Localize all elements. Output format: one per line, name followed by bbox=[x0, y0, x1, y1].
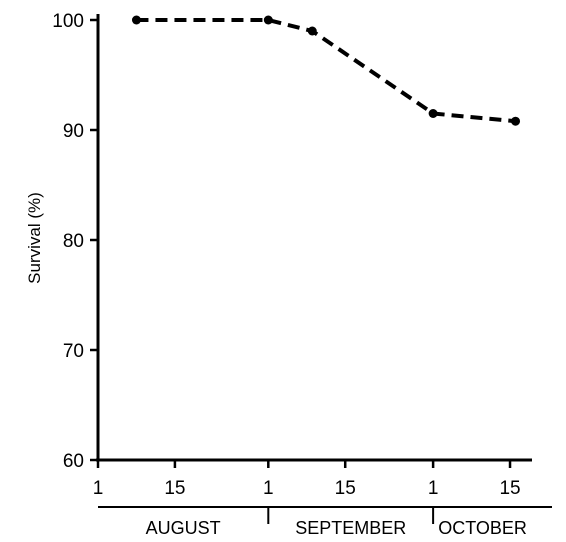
month-label: OCTOBER bbox=[438, 518, 527, 538]
x-tick-label: 15 bbox=[164, 478, 185, 499]
x-tick-label: 15 bbox=[335, 478, 356, 499]
data-point bbox=[263, 15, 273, 25]
y-tick-label: 80 bbox=[63, 231, 84, 252]
data-point bbox=[131, 15, 141, 25]
y-ticks: 60 70 80 90 100 bbox=[52, 11, 98, 472]
y-tick-label: 100 bbox=[52, 11, 84, 32]
y-axis-label: Survival (%) bbox=[25, 192, 44, 284]
plot-area bbox=[96, 14, 532, 462]
month-label: SEPTEMBER bbox=[295, 518, 406, 538]
x-ticks: 1 15 1 15 1 15 bbox=[93, 460, 521, 499]
x-tick-label: 1 bbox=[428, 478, 439, 499]
month-label: AUGUST bbox=[146, 518, 221, 538]
x-tick-label: 15 bbox=[499, 478, 520, 499]
y-tick-label: 70 bbox=[63, 341, 84, 362]
month-labels: AUGUST SEPTEMBER OCTOBER bbox=[98, 506, 552, 538]
data-point bbox=[307, 26, 317, 36]
data-point bbox=[428, 109, 438, 118]
x-tick-label: 1 bbox=[263, 478, 274, 499]
x-tick-label: 1 bbox=[93, 478, 104, 499]
series-group bbox=[131, 15, 521, 126]
y-tick-label: 60 bbox=[63, 451, 84, 472]
series-line bbox=[136, 18, 516, 124]
y-tick-label: 90 bbox=[63, 121, 84, 142]
data-point bbox=[511, 116, 521, 126]
